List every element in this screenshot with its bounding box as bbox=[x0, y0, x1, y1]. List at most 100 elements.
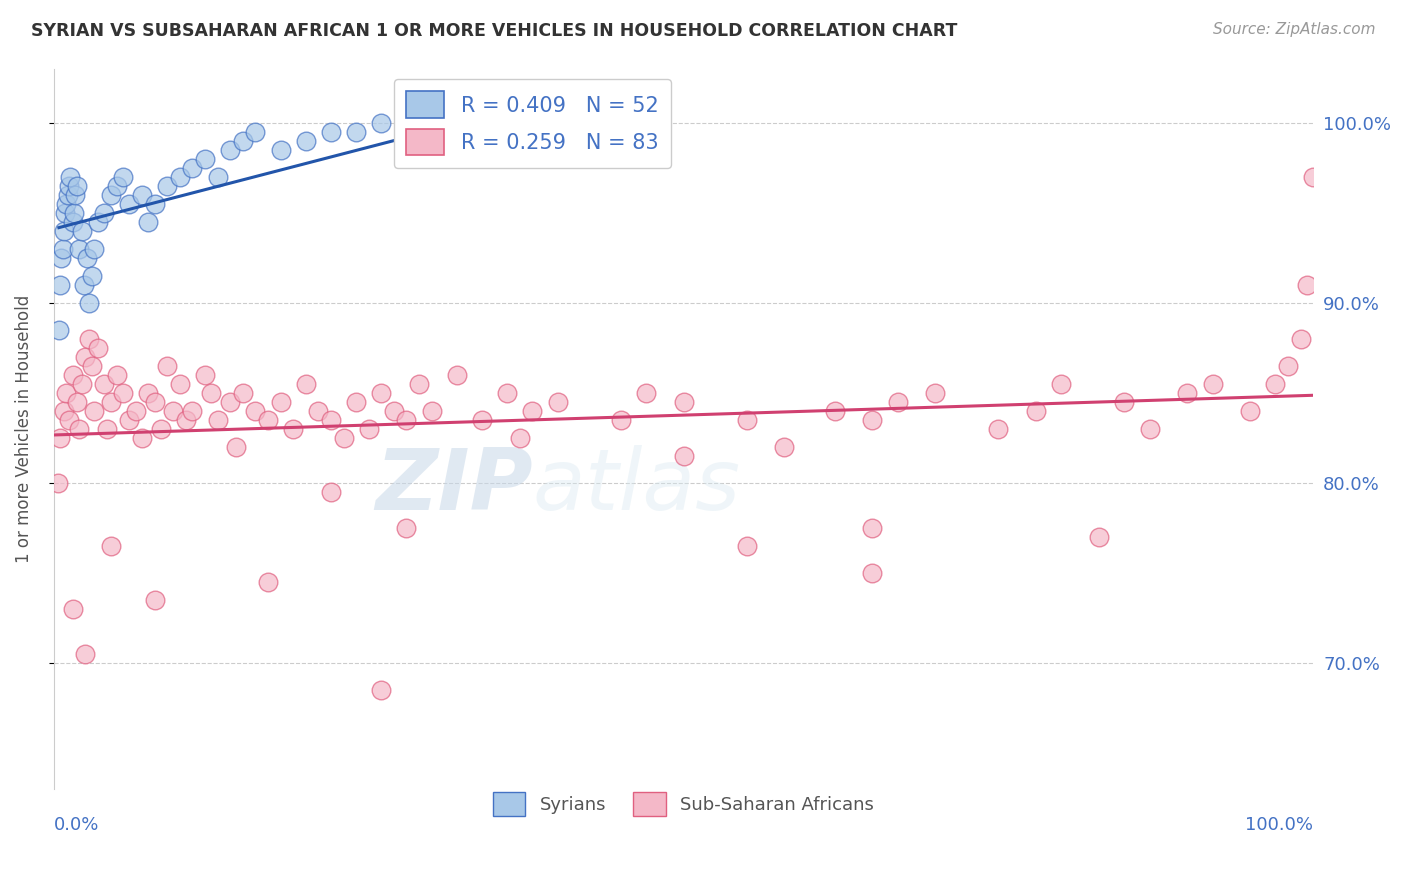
Point bbox=[63, 205, 86, 219]
Point bbox=[924, 385, 946, 400]
Point bbox=[862, 566, 884, 580]
Point bbox=[83, 403, 105, 417]
Point bbox=[131, 431, 153, 445]
Point bbox=[70, 223, 93, 237]
Point bbox=[547, 115, 569, 129]
Point bbox=[281, 421, 304, 435]
Y-axis label: 1 or more Vehicles in Household: 1 or more Vehicles in Household bbox=[15, 294, 32, 563]
Point bbox=[496, 124, 519, 138]
Text: 100.0%: 100.0% bbox=[1246, 815, 1313, 834]
Point bbox=[245, 124, 267, 138]
Point bbox=[131, 187, 153, 202]
Point bbox=[194, 368, 217, 382]
Point bbox=[408, 376, 430, 391]
Point bbox=[75, 350, 97, 364]
Point bbox=[87, 214, 110, 228]
Point bbox=[547, 394, 569, 409]
Point bbox=[420, 403, 443, 417]
Point bbox=[509, 431, 531, 445]
Point bbox=[395, 115, 418, 129]
Point bbox=[395, 520, 418, 534]
Point bbox=[471, 412, 494, 426]
Point bbox=[987, 421, 1010, 435]
Point bbox=[49, 431, 72, 445]
Point bbox=[112, 385, 135, 400]
Point bbox=[169, 376, 191, 391]
Point bbox=[55, 385, 77, 400]
Point bbox=[245, 403, 267, 417]
Text: atlas: atlas bbox=[533, 445, 741, 528]
Point bbox=[735, 412, 758, 426]
Point bbox=[886, 394, 908, 409]
Point bbox=[118, 412, 141, 426]
Point bbox=[169, 169, 191, 184]
Point bbox=[67, 242, 90, 256]
Point bbox=[232, 134, 254, 148]
Point bbox=[522, 115, 544, 129]
Point bbox=[446, 115, 468, 129]
Text: Source: ZipAtlas.com: Source: ZipAtlas.com bbox=[1212, 22, 1375, 37]
Point bbox=[200, 385, 222, 400]
Point bbox=[105, 178, 128, 193]
Point bbox=[1050, 376, 1073, 391]
Point bbox=[136, 214, 159, 228]
Text: 0.0%: 0.0% bbox=[53, 815, 100, 834]
Point bbox=[1239, 403, 1261, 417]
Point bbox=[52, 242, 75, 256]
Point bbox=[207, 412, 229, 426]
Point bbox=[420, 124, 443, 138]
Point bbox=[572, 115, 595, 129]
Point bbox=[270, 394, 292, 409]
Point bbox=[207, 169, 229, 184]
Point bbox=[1114, 394, 1136, 409]
Point bbox=[65, 394, 87, 409]
Point bbox=[80, 359, 103, 373]
Point bbox=[181, 403, 204, 417]
Point bbox=[62, 368, 84, 382]
Point bbox=[118, 196, 141, 211]
Point bbox=[55, 196, 77, 211]
Point bbox=[319, 124, 342, 138]
Point bbox=[1088, 530, 1111, 544]
Point bbox=[73, 277, 96, 292]
Point bbox=[270, 143, 292, 157]
Point bbox=[862, 412, 884, 426]
Text: SYRIAN VS SUBSAHARAN AFRICAN 1 OR MORE VEHICLES IN HOUSEHOLD CORRELATION CHART: SYRIAN VS SUBSAHARAN AFRICAN 1 OR MORE V… bbox=[31, 22, 957, 40]
Point bbox=[58, 412, 80, 426]
Point bbox=[112, 169, 135, 184]
Point bbox=[53, 205, 76, 219]
Point bbox=[735, 539, 758, 553]
Point bbox=[77, 332, 100, 346]
Point bbox=[181, 161, 204, 175]
Point bbox=[100, 539, 122, 553]
Point bbox=[56, 187, 79, 202]
Point bbox=[307, 403, 329, 417]
Point bbox=[395, 412, 418, 426]
Point bbox=[1025, 403, 1047, 417]
Point bbox=[65, 187, 87, 202]
Point bbox=[319, 484, 342, 499]
Point bbox=[156, 178, 179, 193]
Point bbox=[1289, 332, 1312, 346]
Point bbox=[125, 403, 148, 417]
Point bbox=[232, 385, 254, 400]
Point bbox=[62, 601, 84, 615]
Point bbox=[344, 394, 367, 409]
Point bbox=[52, 223, 75, 237]
Point bbox=[357, 421, 380, 435]
Point bbox=[58, 178, 80, 193]
Point bbox=[46, 475, 69, 490]
Point bbox=[96, 421, 118, 435]
Point bbox=[100, 187, 122, 202]
Point bbox=[672, 449, 695, 463]
Point bbox=[773, 440, 796, 454]
Point bbox=[70, 376, 93, 391]
Point bbox=[1264, 376, 1286, 391]
Point bbox=[370, 115, 392, 129]
Point bbox=[219, 143, 242, 157]
Point bbox=[48, 322, 70, 336]
Point bbox=[51, 251, 73, 265]
Point bbox=[93, 376, 115, 391]
Point bbox=[136, 385, 159, 400]
Point bbox=[634, 385, 657, 400]
